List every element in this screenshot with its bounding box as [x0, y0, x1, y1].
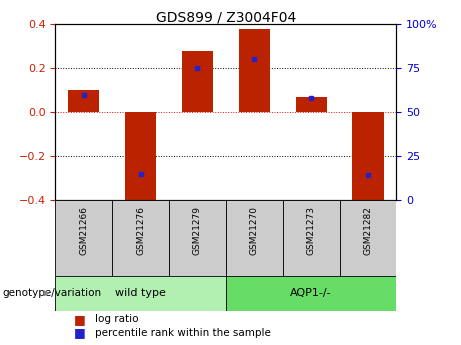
- Text: GSM21276: GSM21276: [136, 206, 145, 255]
- Bar: [283, 200, 340, 276]
- Text: GSM21282: GSM21282: [364, 206, 372, 255]
- Text: AQP1-/-: AQP1-/-: [290, 288, 332, 298]
- Text: wild type: wild type: [115, 288, 166, 298]
- Text: genotype/variation: genotype/variation: [2, 288, 101, 298]
- Text: ■: ■: [74, 313, 85, 326]
- Text: ■: ■: [74, 326, 85, 339]
- Bar: [125, 112, 156, 205]
- Bar: [352, 112, 384, 211]
- Bar: [296, 97, 327, 112]
- Text: GSM21273: GSM21273: [307, 206, 316, 255]
- Text: GSM21266: GSM21266: [79, 206, 88, 255]
- Bar: [340, 200, 396, 276]
- Bar: [226, 200, 283, 276]
- Text: GSM21270: GSM21270: [250, 206, 259, 255]
- Text: GSM21279: GSM21279: [193, 206, 202, 255]
- Bar: [226, 276, 396, 310]
- Bar: [68, 90, 100, 112]
- Text: log ratio: log ratio: [95, 314, 138, 324]
- Bar: [112, 200, 169, 276]
- Bar: [55, 200, 112, 276]
- Bar: [239, 29, 270, 112]
- Bar: [169, 200, 226, 276]
- Bar: [55, 276, 226, 310]
- Text: percentile rank within the sample: percentile rank within the sample: [95, 328, 271, 338]
- Bar: [182, 51, 213, 112]
- Text: GDS899 / Z3004F04: GDS899 / Z3004F04: [156, 10, 296, 24]
